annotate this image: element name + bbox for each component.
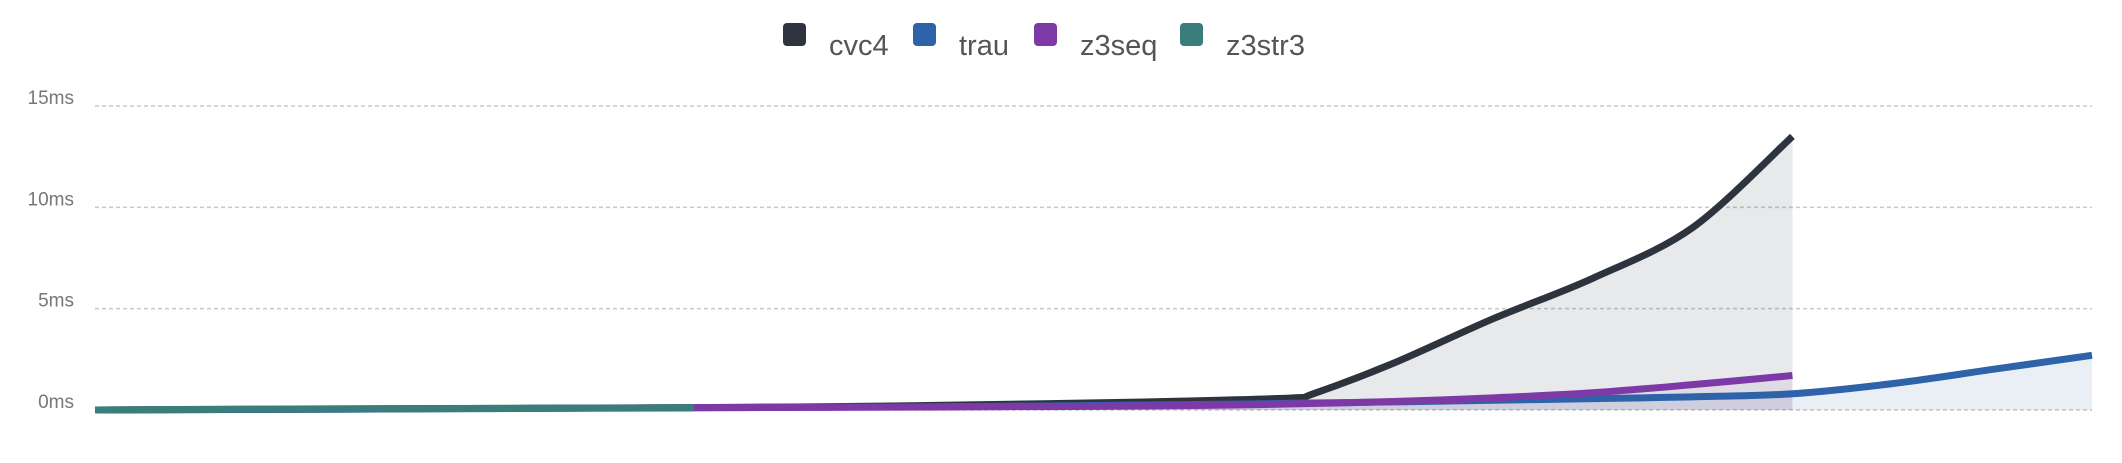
y-tick-label: 5ms	[38, 291, 74, 312]
series-areas	[95, 136, 2092, 410]
y-tick-label: 10ms	[28, 189, 74, 210]
legend-item-z3str3[interactable]: z3str3	[1180, 23, 1305, 62]
legend: cvc4 trau z3seq z3str3	[783, 23, 1305, 62]
series-area-trau	[95, 355, 2092, 410]
legend-item-trau[interactable]: trau	[913, 23, 1009, 62]
series-line-z3seq[interactable]	[694, 372, 1793, 412]
series-lines	[94, 133, 2093, 414]
legend-label: z3seq	[1080, 30, 1157, 62]
legend-swatch	[1034, 23, 1057, 46]
legend-swatch	[913, 23, 936, 46]
y-tick-label: 0ms	[38, 392, 74, 413]
legend-swatch	[1180, 23, 1203, 46]
legend-item-cvc4[interactable]: cvc4	[783, 23, 889, 62]
legend-swatch	[783, 23, 806, 46]
legend-label: z3str3	[1226, 30, 1305, 62]
y-tick-label: 15ms	[28, 88, 74, 109]
legend-item-z3seq[interactable]: z3seq	[1034, 23, 1157, 62]
y-axis-ticks: 0ms 5ms 10ms 15ms	[28, 88, 74, 413]
legend-label: trau	[959, 30, 1009, 62]
series-line-z3str3[interactable]	[94, 404, 695, 414]
legend-label: cvc4	[829, 30, 889, 62]
series-area-cvc4	[95, 136, 1793, 410]
